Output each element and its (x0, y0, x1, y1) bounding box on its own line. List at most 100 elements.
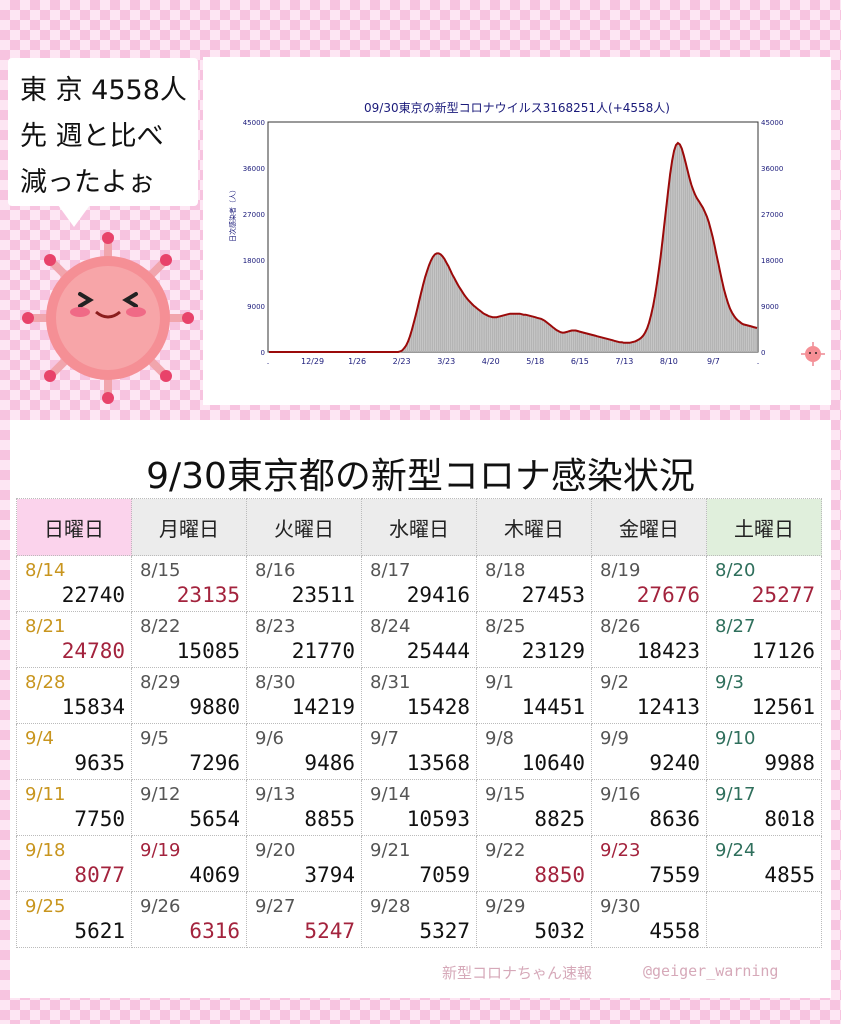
daily-bar (717, 264, 720, 352)
x-tick-label: 6/15 (571, 357, 589, 366)
daily-bar (441, 256, 444, 352)
daily-bar (478, 310, 481, 352)
daily-bar (655, 285, 658, 352)
x-tick-label: 9/7 (707, 357, 720, 366)
daily-bar (412, 323, 415, 352)
daily-bar (576, 331, 579, 352)
daily-bar (408, 336, 411, 352)
cell-count: 9880 (189, 695, 240, 719)
daily-bar (495, 317, 498, 352)
daily-bar (567, 331, 569, 352)
cell-count: 18423 (636, 639, 700, 663)
daily-bar (730, 312, 733, 352)
daily-bar (688, 178, 691, 352)
day-cell: 9/9 9240 (591, 723, 707, 780)
daily-bar (676, 142, 679, 352)
day-cell: 8/19 27676 (591, 555, 707, 612)
daily-bar (705, 216, 708, 352)
daily-bar (732, 315, 735, 352)
daily-bar (418, 299, 421, 352)
table-header-row: 日曜日 月曜日 火曜日 水曜日 木曜日 金曜日 土曜日 (16, 498, 822, 556)
daily-bar (572, 330, 575, 352)
daily-bar (736, 320, 739, 352)
cell-date: 9/23 (600, 840, 641, 861)
cell-date: 9/3 (715, 672, 744, 693)
daily-bar (619, 342, 621, 352)
y-tick-label-right: 45000 (761, 119, 783, 127)
daily-bar (489, 316, 492, 352)
daily-bar (522, 314, 525, 352)
day-cell: 9/13 8855 (246, 779, 362, 836)
daily-bar (553, 328, 556, 352)
cell-date: 9/1 (485, 672, 514, 693)
cell-date: 9/16 (600, 784, 641, 805)
daily-bar (505, 314, 508, 352)
cell-count: 7296 (189, 751, 240, 775)
cell-count: 23511 (291, 583, 355, 607)
daily-bar (659, 256, 662, 352)
daily-bar (595, 336, 598, 352)
weekday-header: 金曜日 (591, 498, 707, 556)
day-cell: 9/18 8077 (16, 835, 132, 892)
day-cell: 8/21 24780 (16, 611, 132, 668)
daily-bar (748, 325, 751, 352)
daily-bar (680, 148, 683, 352)
daily-bar (667, 189, 670, 352)
table-row: 9/4 9635 9/5 7296 9/6 9486 9/7 13568 9/8 10640 9/9… (16, 723, 822, 780)
cell-date: 9/9 (600, 728, 629, 749)
day-cell: 8/16 23511 (246, 555, 362, 612)
daily-bar (586, 333, 589, 352)
daily-bar (526, 315, 529, 352)
cell-date: 8/23 (255, 616, 296, 637)
daily-bar (568, 331, 571, 352)
y-axis-label: 日次感染者（人） (228, 186, 237, 242)
table-row: 8/21 24780 8/22 15085 8/23 21770 8/24 25444 8/25… (16, 611, 822, 668)
daily-bar (484, 314, 486, 352)
cell-date: 8/18 (485, 560, 526, 581)
cell-date: 8/17 (370, 560, 411, 581)
daily-bar (487, 316, 490, 352)
cell-count: 21770 (291, 639, 355, 663)
cell-date: 9/11 (25, 784, 66, 805)
daily-bar (557, 331, 560, 352)
daily-bar (520, 314, 523, 352)
cell-count: 27453 (521, 583, 585, 607)
day-cell: 9/30 4558 (591, 891, 707, 948)
speech-bubble: 東 京 4558人 先 週と比べ 減ったよぉ (8, 58, 198, 206)
cell-count: 5032 (534, 919, 585, 943)
daily-bar (713, 245, 716, 352)
cell-count: 14451 (521, 695, 585, 719)
daily-bar (727, 303, 729, 352)
cell-count: 17126 (751, 639, 815, 663)
daily-bar (709, 229, 712, 352)
day-cell: 9/5 7296 (131, 723, 247, 780)
daily-bar (420, 291, 423, 352)
day-cell: 9/16 8636 (591, 779, 707, 836)
cell-count: 10593 (406, 807, 470, 831)
day-cell: 8/22 15085 (131, 611, 247, 668)
day-cell: 9/29 5032 (476, 891, 592, 948)
cell-date: 9/20 (255, 840, 296, 861)
x-tick-label: . (757, 357, 760, 366)
daily-bar (678, 144, 681, 352)
daily-bar (445, 262, 448, 352)
daily-bar (601, 337, 604, 352)
daily-bar (611, 340, 614, 352)
daily-bar (501, 315, 504, 352)
cell-date: 9/19 (140, 840, 181, 861)
daily-bar (511, 313, 513, 352)
cell-date: 9/28 (370, 896, 411, 917)
cell-count: 9988 (764, 751, 815, 775)
daily-bar (698, 201, 700, 352)
cell-date: 8/21 (25, 616, 66, 637)
daily-bar (428, 265, 430, 352)
daily-bar (513, 313, 515, 352)
cell-date: 9/25 (25, 896, 66, 917)
y-tick-label-right: 9000 (761, 303, 779, 311)
cell-count: 27676 (636, 583, 700, 607)
cell-date: 8/25 (485, 616, 526, 637)
cell-date: 9/7 (370, 728, 399, 749)
cell-date: 8/20 (715, 560, 756, 581)
y-tick-label-left: 36000 (243, 165, 265, 173)
daily-bar (696, 198, 699, 352)
